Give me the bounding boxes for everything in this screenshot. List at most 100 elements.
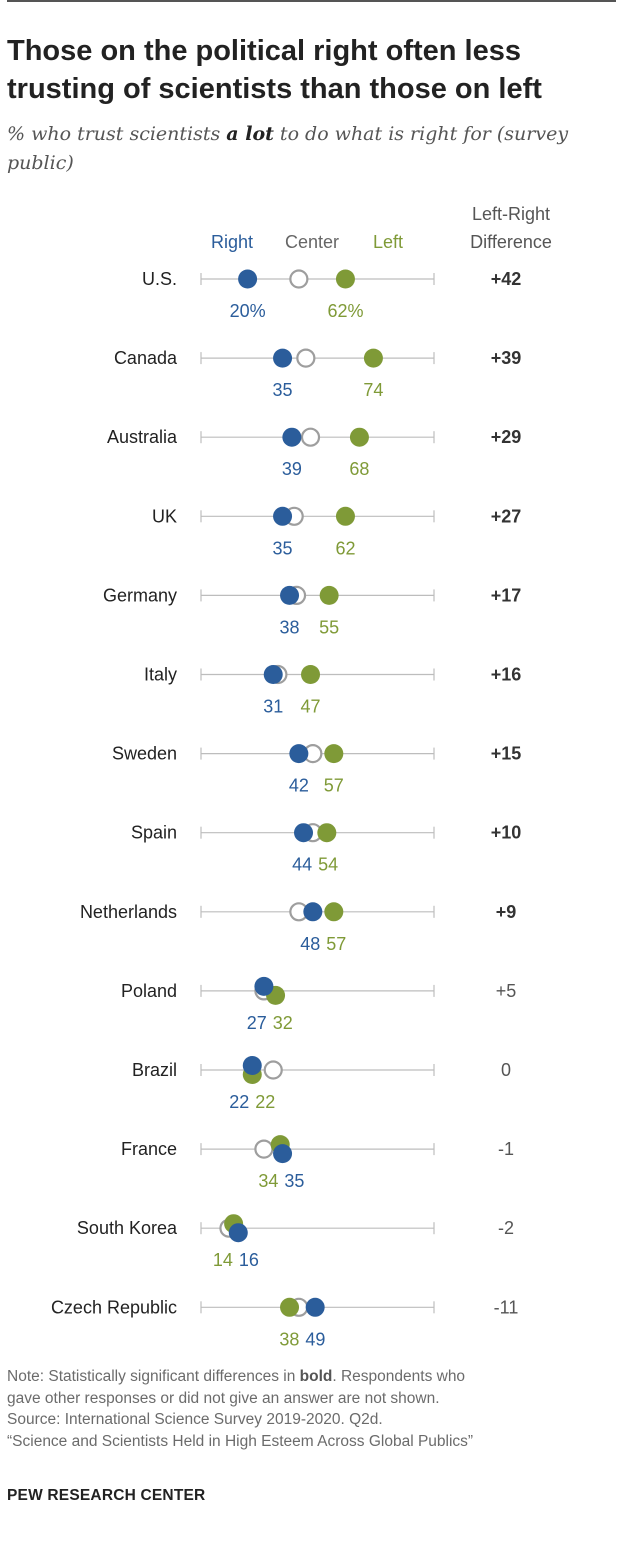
left-dot	[349, 427, 369, 447]
right-value-label: 35	[284, 1171, 304, 1191]
right-value-label: 38	[280, 617, 300, 637]
right-dot	[280, 585, 300, 605]
right-dot	[303, 902, 323, 922]
right-dot	[238, 269, 258, 289]
right-dot	[228, 1223, 248, 1243]
country-label: Spain	[131, 823, 177, 843]
note-line-1-bold: bold	[299, 1368, 333, 1385]
country-label: Italy	[144, 665, 177, 685]
diff-value: 0	[501, 1060, 511, 1080]
legend-center: Center	[285, 232, 339, 252]
left-dot	[363, 348, 383, 368]
right-value-label: 27	[247, 1013, 267, 1033]
right-dot	[254, 976, 274, 996]
right-value-label: 35	[273, 538, 293, 558]
center-dot	[263, 1060, 283, 1080]
diff-value: -1	[498, 1139, 514, 1159]
left-value-label: 62	[335, 538, 355, 558]
note-line-1-post: . Respondents who	[332, 1368, 466, 1385]
country-label: Australia	[107, 427, 178, 447]
right-dot	[273, 348, 293, 368]
diff-value: +5	[496, 981, 517, 1001]
left-value-label: 68	[349, 459, 369, 479]
diff-header-line-2: Difference	[470, 232, 552, 252]
subtitle-bold: a lot	[226, 123, 274, 145]
right-value-label: 16	[239, 1250, 259, 1270]
country-label: Canada	[114, 348, 178, 368]
left-value-label: 55	[319, 617, 339, 637]
diff-value: +17	[491, 585, 522, 605]
right-value-label: 35	[273, 380, 293, 400]
right-dot	[273, 506, 293, 526]
diff-value: +10	[491, 823, 522, 843]
country-label: UK	[152, 506, 177, 526]
left-dot	[317, 823, 337, 843]
pew-logo-text: PEW RESEARCH CENTER	[7, 1487, 206, 1504]
left-dot	[280, 1297, 300, 1317]
chart-subtitle: % who trust scientists a lot to do what …	[7, 120, 613, 178]
left-dot	[301, 665, 321, 684]
right-dot	[305, 1297, 325, 1317]
diff-value: +15	[491, 744, 522, 764]
note-line-1-pre: Note: Statistically significant differen…	[7, 1368, 300, 1385]
right-value-label: 39	[282, 459, 302, 479]
left-value-label: 47	[300, 697, 320, 717]
right-dot	[273, 1144, 293, 1164]
subtitle-post: to do what is right for (survey public)	[7, 123, 569, 174]
diff-value: +29	[491, 427, 522, 447]
left-value-label: 38	[279, 1329, 299, 1349]
right-dot	[263, 665, 283, 684]
dot-plot-chart: Right Center Left Left-Right Difference U.S. 2…	[51, 204, 552, 1349]
top-rule	[7, 0, 616, 2]
diff-value: +9	[496, 902, 517, 922]
country-label: Czech Republic	[51, 1297, 177, 1317]
country-label: Sweden	[112, 744, 177, 764]
center-dot	[254, 1139, 274, 1159]
right-dot	[282, 427, 302, 447]
note-line-1: Note: Statistically significant differen…	[7, 1366, 613, 1388]
right-value-label: 22	[229, 1092, 249, 1112]
left-value-label: 57	[326, 934, 346, 954]
right-value-label: 49	[305, 1329, 325, 1349]
source-line: Source: International Science Survey 201…	[7, 1411, 383, 1428]
country-label: Poland	[121, 981, 177, 1001]
center-dot	[289, 269, 309, 289]
legend-right: Right	[211, 232, 253, 252]
diff-value: +39	[491, 348, 522, 368]
left-value-label: 74	[363, 380, 383, 400]
right-value-label: 44	[292, 855, 312, 875]
left-dot	[335, 506, 355, 526]
left-value-label: 32	[273, 1013, 293, 1033]
chart-notes: Note: Statistically significant differen…	[7, 1366, 613, 1452]
diff-value: -11	[494, 1297, 519, 1317]
center-dot	[300, 427, 321, 447]
left-value-label: 34	[258, 1171, 278, 1191]
right-value-label: 31	[263, 697, 283, 717]
diff-value: -2	[498, 1218, 514, 1238]
right-value-label: 20%	[230, 301, 266, 321]
right-dot	[242, 1056, 262, 1075]
country-label: Germany	[103, 585, 177, 605]
right-value-label: 48	[300, 934, 320, 954]
right-dot	[289, 744, 309, 764]
left-dot	[324, 902, 344, 922]
left-dot	[324, 744, 344, 764]
country-label: Brazil	[132, 1060, 177, 1080]
diff-value: +16	[491, 665, 522, 685]
country-label: U.S.	[142, 269, 177, 289]
subtitle-pre: % who trust scientists	[7, 123, 227, 145]
right-value-label: 42	[289, 776, 309, 796]
legend-left: Left	[373, 232, 403, 252]
chart-title: Those on the political right often less …	[7, 35, 542, 105]
right-dot	[294, 823, 314, 843]
left-value-label: 22	[255, 1092, 275, 1112]
left-dot	[319, 585, 339, 605]
left-dot	[335, 269, 355, 289]
country-label: Netherlands	[80, 902, 177, 922]
left-value-label: 14	[213, 1250, 233, 1270]
note-line-2: gave other responses or did not give an …	[7, 1389, 440, 1407]
diff-value: +42	[491, 269, 522, 289]
left-value-label: 57	[324, 776, 344, 796]
country-label: South Korea	[77, 1218, 178, 1238]
diff-value: +27	[491, 506, 522, 526]
